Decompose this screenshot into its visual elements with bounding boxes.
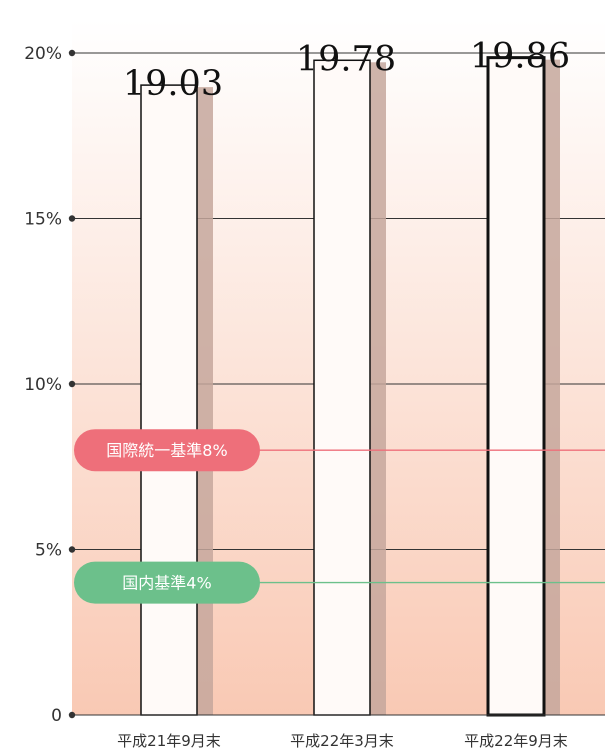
- y-tick-mark: [68, 380, 76, 388]
- reference-badge: [74, 561, 260, 604]
- y-tick-label: 20%: [24, 44, 62, 64]
- y-tick-mark: [68, 546, 76, 553]
- data-label: 19.78: [296, 39, 396, 79]
- bar: [313, 59, 371, 716]
- reference-label: 国際統一基準8%: [106, 441, 227, 460]
- y-tick-label: 5%: [35, 541, 62, 561]
- x-tick-label: 平成21年9月末: [117, 732, 221, 750]
- y-tick-label: 0: [51, 706, 62, 726]
- reference-badge: [74, 429, 260, 472]
- bar-shadow: [370, 62, 386, 716]
- data-label: 19.03: [123, 64, 223, 104]
- x-tick-label: 平成22年3月末: [290, 732, 394, 750]
- data-label: 19.86: [470, 37, 570, 77]
- y-tick-label: 15%: [24, 210, 62, 230]
- y-tick-mark: [68, 49, 76, 57]
- bar-shadow: [197, 87, 213, 716]
- bar: [140, 84, 198, 716]
- y-tick-mark: [68, 215, 76, 222]
- bar-shadow: [544, 59, 560, 716]
- x-tick-label: 平成22年9月末: [464, 732, 568, 750]
- y-tick-label: 10%: [24, 375, 62, 395]
- bar: [486, 56, 546, 717]
- reference-label: 国内基準4%: [122, 574, 211, 593]
